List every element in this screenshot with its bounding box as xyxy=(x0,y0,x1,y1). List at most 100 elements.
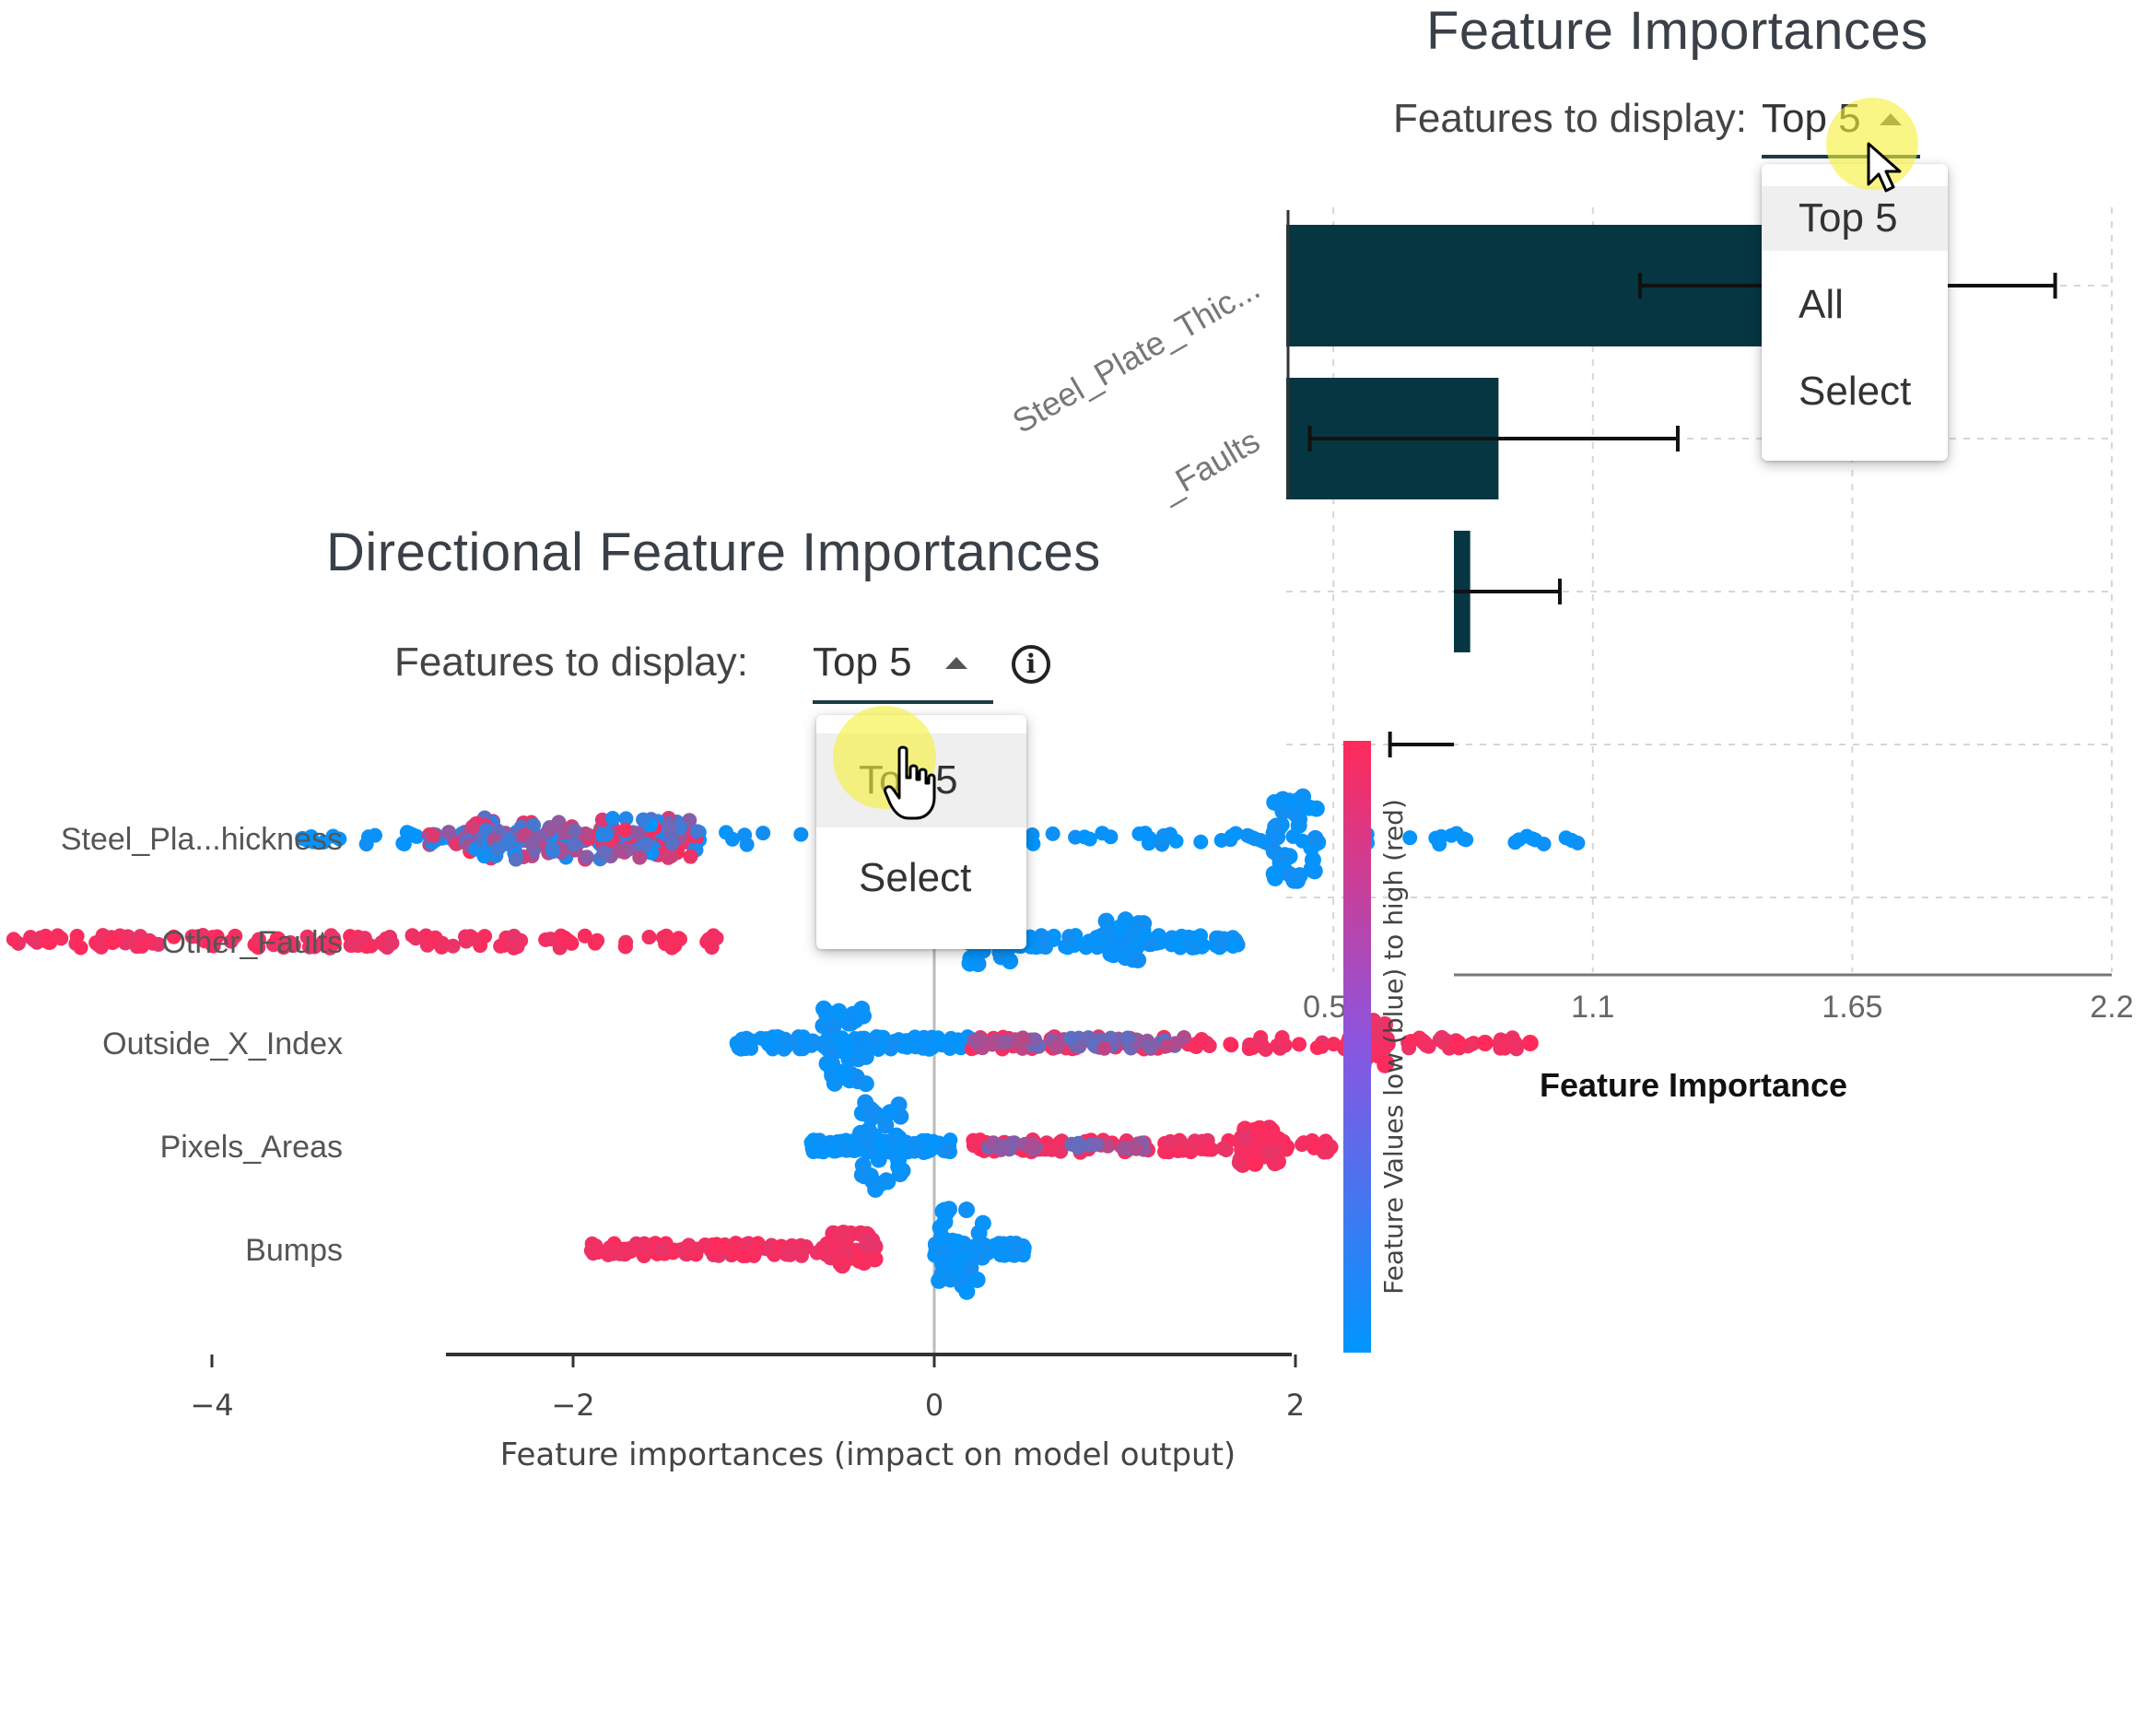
beeswarm-point xyxy=(756,826,771,841)
beeswarm-point xyxy=(380,940,395,956)
beeswarm-point xyxy=(1263,1143,1281,1161)
beeswarm-point xyxy=(1064,1136,1080,1152)
info-icon[interactable]: i xyxy=(1012,645,1050,684)
beeswarm-point xyxy=(798,1034,814,1049)
beeswarm-point xyxy=(599,827,615,842)
beeswarm-point xyxy=(1103,829,1119,845)
beeswarm-point xyxy=(994,1138,1010,1154)
beeswarm-point xyxy=(744,1033,759,1049)
beeswarm-point xyxy=(1448,826,1464,841)
beeswarm-point xyxy=(1434,828,1449,844)
beeswarm-tick-label: −2 xyxy=(551,1388,594,1423)
dfi-features-select[interactable]: Top 5 xyxy=(813,636,993,708)
beeswarm-point xyxy=(632,850,648,865)
beeswarm-point xyxy=(933,1265,951,1283)
beeswarm-point xyxy=(748,1239,764,1255)
beeswarm-point xyxy=(659,928,674,944)
beeswarm-point xyxy=(441,825,457,840)
beeswarm-point xyxy=(778,1031,793,1047)
beeswarm-point xyxy=(1282,866,1299,884)
beeswarm-point xyxy=(1041,1141,1057,1156)
beeswarm-point xyxy=(1156,829,1172,845)
beeswarm-point xyxy=(885,1036,900,1051)
beeswarm-point xyxy=(1236,1128,1253,1145)
beeswarm-point xyxy=(477,929,493,944)
beeswarm-point xyxy=(332,831,347,847)
beeswarm-point xyxy=(891,1141,908,1158)
beeswarm-point xyxy=(798,1238,814,1254)
beeswarm-point xyxy=(596,845,612,861)
beeswarm-point xyxy=(962,1260,979,1277)
beeswarm-point xyxy=(909,1031,925,1047)
fi-option-top5[interactable]: Top 5 xyxy=(1762,186,1948,251)
beeswarm-point xyxy=(190,929,205,944)
beeswarm-point xyxy=(41,933,58,950)
beeswarm-point xyxy=(1049,1039,1065,1055)
beeswarm-point xyxy=(104,933,122,950)
beeswarm-point xyxy=(824,1142,839,1157)
fi-option-select[interactable]: Select xyxy=(1799,369,1912,414)
beeswarm-point xyxy=(877,1117,895,1134)
beeswarm-point xyxy=(877,1172,895,1190)
beeswarm-point xyxy=(29,934,45,950)
beeswarm-point xyxy=(1130,951,1147,968)
beeswarm-point xyxy=(1224,1038,1239,1053)
beeswarm-point xyxy=(630,826,646,841)
dfi-option-select[interactable]: Select xyxy=(859,855,972,900)
beeswarm-point xyxy=(357,931,372,946)
beeswarm-point xyxy=(368,827,383,843)
beeswarm-point xyxy=(1160,1038,1176,1053)
beeswarm-point xyxy=(1505,1030,1520,1046)
beeswarm-point xyxy=(465,931,481,946)
beeswarm-point xyxy=(1306,1140,1322,1155)
beeswarm-point xyxy=(1251,1132,1269,1149)
beeswarm-point xyxy=(825,1018,842,1036)
beeswarm-point xyxy=(641,930,657,945)
beeswarm-point xyxy=(508,851,523,867)
beeswarm-point xyxy=(853,1006,871,1024)
beeswarm-point xyxy=(1247,1155,1264,1172)
beeswarm-point xyxy=(434,935,450,951)
beeswarm-point xyxy=(857,1048,874,1065)
beeswarm-point xyxy=(464,819,480,835)
beeswarm-point xyxy=(932,1251,950,1269)
beeswarm-point xyxy=(69,929,85,944)
beeswarm-point xyxy=(585,1241,601,1257)
beeswarm-point xyxy=(1102,945,1119,963)
beeswarm-point xyxy=(739,837,755,852)
beeswarm-point xyxy=(997,1035,1013,1050)
beeswarm-point xyxy=(1168,833,1184,849)
beeswarm-point xyxy=(1421,1038,1436,1054)
beeswarm-point xyxy=(543,932,558,947)
beeswarm-point xyxy=(1466,1036,1482,1051)
beeswarm-point xyxy=(961,955,978,972)
beeswarm-point xyxy=(1096,1040,1112,1056)
beeswarm-feature-label: Pixels_Areas xyxy=(160,1130,343,1165)
beeswarm-point xyxy=(1163,1133,1178,1149)
fi-option-all[interactable]: All xyxy=(1799,282,1844,327)
dfi-features-to-display-label: Features to display: xyxy=(394,639,748,685)
beeswarm-point xyxy=(1321,1139,1337,1155)
beeswarm-point xyxy=(735,1248,751,1263)
beeswarm-point xyxy=(166,929,182,944)
beeswarm-point xyxy=(1326,1037,1342,1052)
beeswarm-point xyxy=(277,936,293,952)
beeswarm-point xyxy=(848,1068,865,1085)
beeswarm-tick-label: −4 xyxy=(190,1388,233,1423)
beeswarm-point xyxy=(908,1137,924,1153)
beeswarm-point xyxy=(781,1244,797,1260)
beeswarm-point xyxy=(970,1247,988,1264)
beeswarm-point xyxy=(1291,811,1308,828)
beeswarm-point xyxy=(1061,930,1077,945)
beeswarm-point xyxy=(709,1237,724,1252)
beeswarm-point xyxy=(931,1030,946,1046)
beeswarm-point xyxy=(1570,835,1586,850)
beeswarm-point xyxy=(623,1244,639,1260)
beeswarm-point xyxy=(1063,1030,1079,1046)
beeswarm-point xyxy=(1082,933,1097,949)
beeswarm-point xyxy=(761,1037,777,1052)
beeswarm-point xyxy=(409,828,425,844)
beeswarm-point xyxy=(636,812,651,827)
beeswarm-point xyxy=(830,1003,848,1020)
